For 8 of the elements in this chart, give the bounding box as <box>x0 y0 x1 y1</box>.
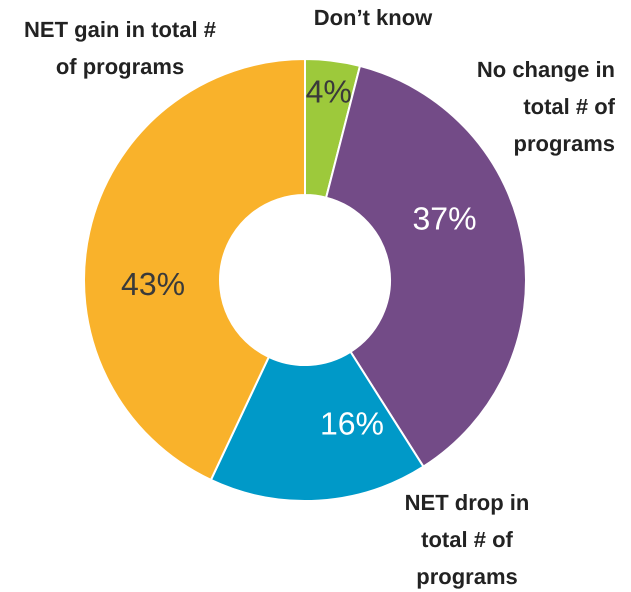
slice-label: NET drop in total # of programs <box>404 490 530 589</box>
data-label: 16% <box>320 406 384 442</box>
data-label: 37% <box>412 200 477 237</box>
slice-label: NET gain in total # of programs <box>24 17 216 79</box>
data-label: 4% <box>306 73 352 110</box>
slice-label: No change in total # of programs <box>476 57 616 156</box>
data-label: 43% <box>121 266 186 302</box>
slice-label: Don’t know <box>314 5 434 30</box>
